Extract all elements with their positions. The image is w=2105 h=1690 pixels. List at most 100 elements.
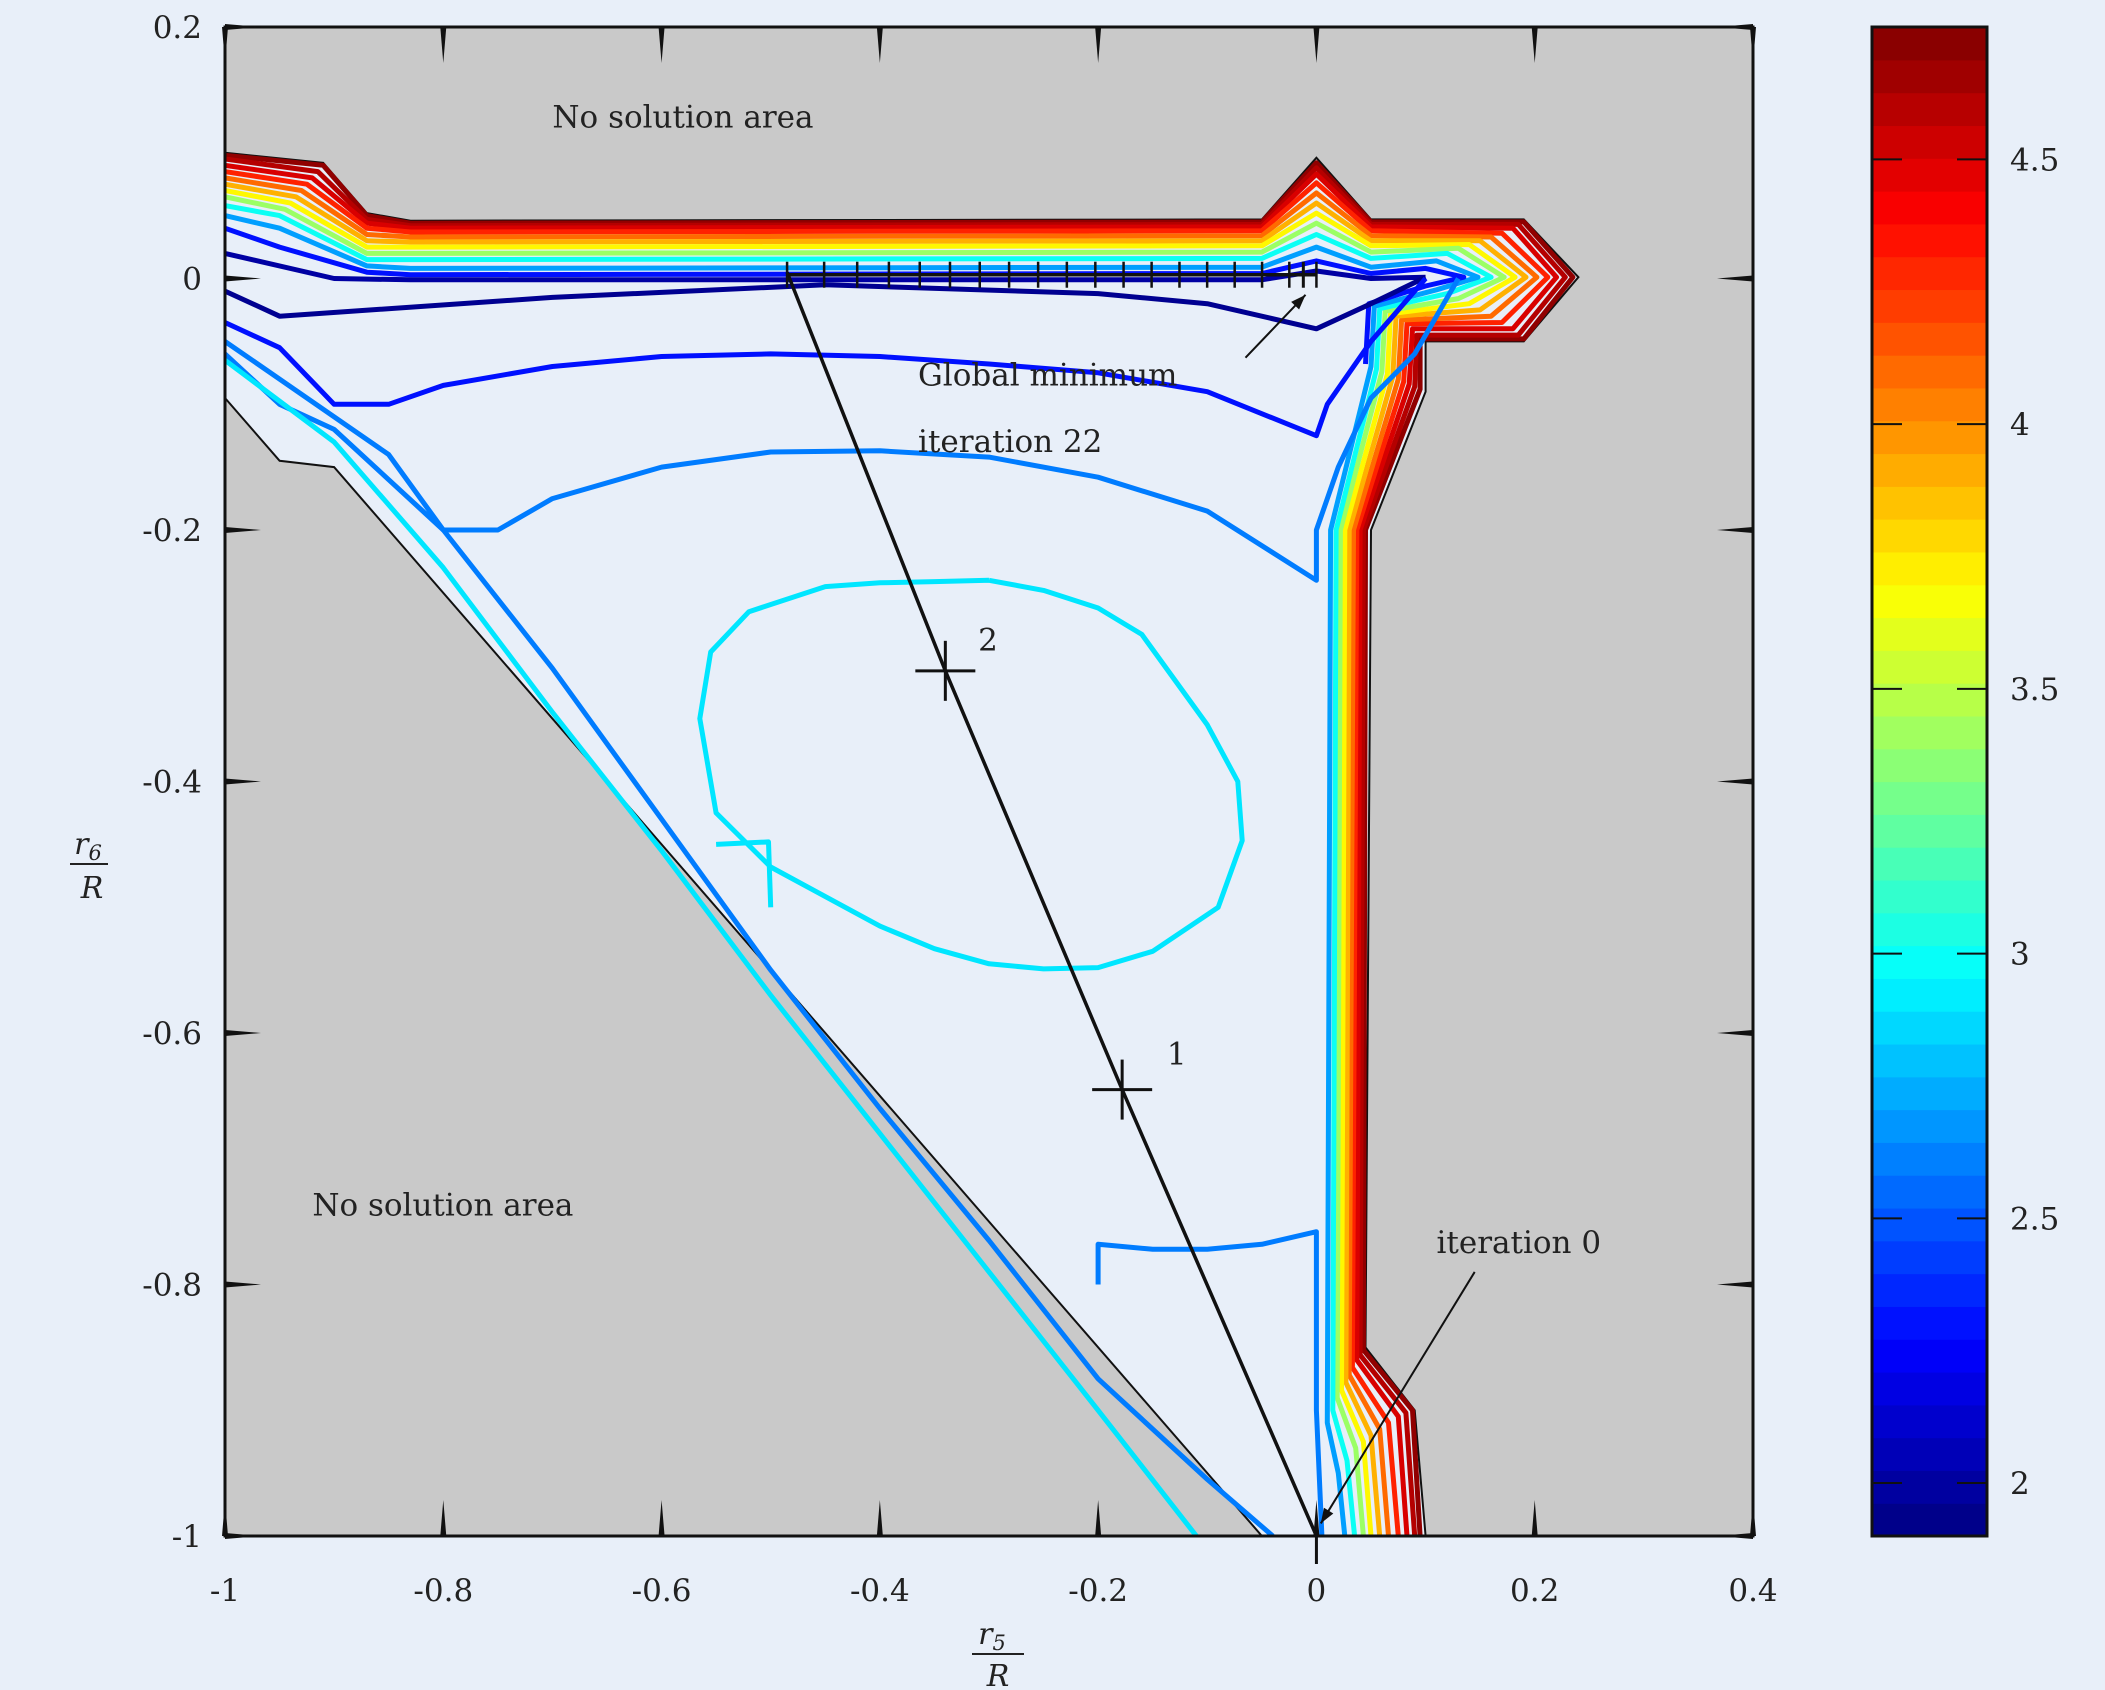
contour-line bbox=[225, 213, 1481, 1536]
colorbar-band bbox=[1872, 322, 1987, 356]
colorbar-band bbox=[1872, 486, 1987, 520]
colorbar-band bbox=[1872, 519, 1987, 553]
colorbar-band bbox=[1872, 1142, 1987, 1176]
colorbar-band bbox=[1872, 748, 1987, 783]
x-tick-label: 0.4 bbox=[1728, 1573, 1777, 1609]
x-tick-label: 0 bbox=[1307, 1573, 1327, 1609]
plot-area bbox=[222, 24, 1756, 1564]
colorbar-band bbox=[1872, 59, 1987, 94]
region-label: No solution area bbox=[312, 1187, 573, 1223]
colorbar-frame bbox=[1870, 25, 1989, 1538]
colorbar-tick-label: 2.5 bbox=[2010, 1201, 2059, 1237]
x-tick-mark bbox=[1095, 1500, 1102, 1536]
region-label: No solution area bbox=[552, 100, 813, 136]
contour-line bbox=[225, 156, 1568, 1536]
x-tick-mark bbox=[658, 1500, 665, 1536]
contour-line bbox=[225, 175, 1540, 1536]
colorbar-band bbox=[1872, 1339, 1987, 1373]
x-tick-label: -0.6 bbox=[632, 1573, 692, 1609]
colorbar-band bbox=[1872, 27, 1987, 61]
x-axis-label-den: R bbox=[986, 1659, 1010, 1690]
y-tick-label: -0.2 bbox=[142, 513, 202, 549]
x-tick-mark bbox=[876, 1500, 883, 1536]
contour-lines bbox=[225, 152, 1576, 1536]
x-tick-mark bbox=[222, 1500, 228, 1536]
colorbar-ticks: 2 2.5 3 3.5 4 4.5 bbox=[1872, 142, 2059, 1502]
annotations: No solution area No solution area Global m… bbox=[312, 100, 1601, 1524]
x-tick-mark bbox=[440, 1500, 447, 1536]
colorbar-tick-label: 4.5 bbox=[2010, 142, 2059, 178]
colorbar-band bbox=[1872, 879, 1987, 914]
contour-line bbox=[225, 277, 1461, 583]
y-tick-mark bbox=[225, 1281, 261, 1288]
colorbar-band bbox=[1872, 650, 1987, 684]
x-tick-label: -0.4 bbox=[850, 1573, 910, 1609]
annotation-label: iteration 22 bbox=[918, 424, 1102, 460]
x-tick-label: -0.8 bbox=[413, 1573, 473, 1609]
colorbar-band bbox=[1872, 978, 1987, 1012]
y-tick-label: -1 bbox=[172, 1519, 202, 1555]
contour-line bbox=[225, 169, 1551, 1536]
x-tick-label: -0.2 bbox=[1068, 1573, 1128, 1609]
colorbar-band bbox=[1872, 1437, 1987, 1471]
colorbar-band bbox=[1872, 158, 1987, 192]
y-tick-mark bbox=[225, 24, 261, 30]
y-tick-label: 0 bbox=[182, 262, 202, 298]
x-tick-label: -1 bbox=[210, 1573, 240, 1609]
colorbar-band bbox=[1872, 1240, 1987, 1275]
colorbar-band bbox=[1872, 551, 1987, 586]
y-tick-mark bbox=[1717, 1533, 1753, 1539]
colorbar-band bbox=[1872, 1076, 1987, 1111]
annotation-label: Global minimum bbox=[918, 357, 1177, 393]
contour-line bbox=[225, 162, 1559, 1536]
annotation-label: 1 bbox=[1167, 1036, 1187, 1072]
colorbar-band bbox=[1872, 1371, 1987, 1406]
colorbar-band bbox=[1872, 191, 1987, 225]
x-tick-mark bbox=[222, 27, 228, 63]
colorbar-band bbox=[1872, 289, 1987, 323]
colorbar-band bbox=[1872, 1109, 1987, 1143]
colorbar-band bbox=[1872, 387, 1987, 422]
x-tick-label: 0.2 bbox=[1510, 1573, 1559, 1609]
y-tick-mark bbox=[1717, 24, 1753, 30]
y-tick-label: -0.8 bbox=[142, 1268, 202, 1304]
colorbar-band bbox=[1872, 1470, 1987, 1504]
x-axis-label: r5 R bbox=[972, 1617, 1024, 1690]
colorbar-tick-label: 4 bbox=[2010, 407, 2030, 443]
x-tick-mark bbox=[1095, 27, 1102, 63]
axis-tick-marks bbox=[222, 24, 1756, 1564]
contour-line bbox=[225, 152, 1576, 1536]
colorbar-band bbox=[1872, 847, 1987, 881]
annotation-arrow bbox=[1319, 1271, 1476, 1524]
contour-line bbox=[225, 352, 1275, 1536]
x-axis-label-num: r5 bbox=[978, 1617, 1006, 1655]
iteration-path bbox=[785, 261, 1342, 1536]
colorbar-band bbox=[1872, 1404, 1987, 1439]
y-tick-mark bbox=[225, 778, 261, 785]
colorbar-band bbox=[1872, 125, 1987, 159]
y-tick-mark bbox=[1717, 275, 1753, 282]
y-tick-mark bbox=[225, 1533, 261, 1539]
colorbar-band bbox=[1872, 814, 1987, 848]
annotation-arrowhead bbox=[1320, 1507, 1334, 1524]
colorbar-band bbox=[1872, 453, 1987, 487]
contour-line bbox=[1095, 1229, 1325, 1536]
colorbar-band bbox=[1872, 912, 1987, 947]
colorbar-band bbox=[1872, 781, 1987, 815]
contour-line bbox=[225, 358, 1199, 1536]
y-tick-mark bbox=[225, 1030, 261, 1036]
contour-line bbox=[715, 839, 774, 908]
y-tick-mark bbox=[1717, 527, 1753, 533]
contour-line bbox=[225, 276, 1428, 439]
contour-line bbox=[225, 203, 1494, 1536]
y-tick-mark bbox=[225, 527, 261, 533]
x-tick-mark bbox=[1313, 1500, 1320, 1536]
y-tick-labels: 0.2 0 -0.2 -0.4 -0.6 -0.8 -1 bbox=[142, 10, 202, 1555]
y-tick-mark bbox=[225, 275, 261, 282]
x-tick-mark bbox=[1750, 27, 1756, 63]
colorbar-band bbox=[1872, 355, 1987, 389]
colorbar-band bbox=[1872, 1273, 1987, 1307]
colorbar: 2 2.5 3 3.5 4 4.5 bbox=[1870, 25, 2059, 1538]
y-tick-label: 0.2 bbox=[153, 10, 202, 46]
